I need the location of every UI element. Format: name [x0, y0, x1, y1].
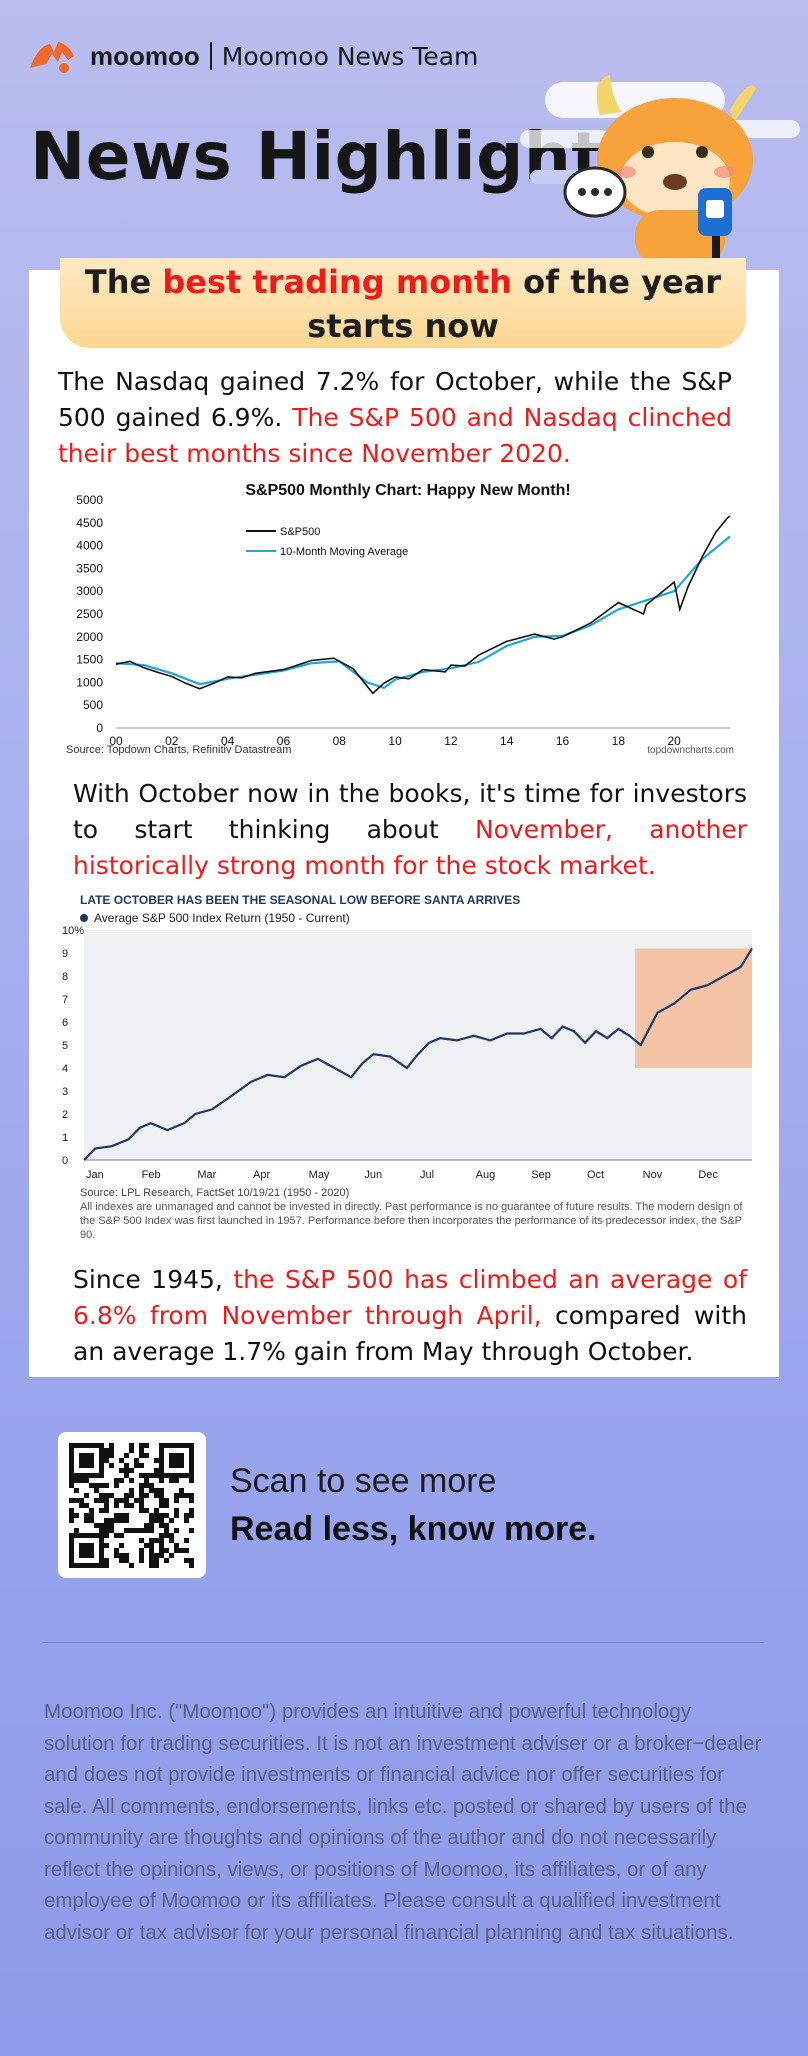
chart-source: Source: Topdown Charts, Refinitiv Datast… — [66, 744, 291, 756]
x-tick-label: 10 — [388, 734, 402, 748]
x-tick-label: 12 — [444, 734, 458, 748]
bull-mascot-icon — [520, 75, 800, 266]
brand-team: Moomoo News Team — [221, 41, 479, 71]
sp500-monthly-chart: S&P500 Monthly Chart: Happy New Month! 0… — [66, 482, 734, 756]
moomoo-logo-icon — [30, 42, 74, 73]
highlight-box — [635, 948, 752, 1068]
paragraph-plain: The Nasdaq gained 7.2% for October, whil… — [58, 367, 732, 432]
y-tick-label: 0 — [62, 1155, 68, 1167]
x-tick-label: 08 — [333, 734, 347, 748]
x-tick-label: Jan — [86, 1169, 104, 1181]
paragraph-plain: With October now in the books, it's time… — [73, 779, 747, 844]
return-series-line — [83, 947, 753, 1161]
brand-separator — [209, 42, 212, 70]
chart-note: All indexes are unmanaged and cannot be … — [80, 1201, 743, 1241]
chart-title: S&P500 Monthly Chart: Happy New Month! — [245, 482, 570, 499]
y-tick-label: 4000 — [76, 539, 103, 553]
x-tick-label: Oct — [587, 1169, 604, 1181]
paragraph-nasdaq: The Nasdaq gained 7.2% for October, whil… — [58, 364, 732, 472]
headline-part1: The — [84, 263, 163, 301]
y-tick-label: 500 — [83, 698, 103, 712]
paragraph-since-1945: Since 1945, the S&P 500 has climbed an a… — [73, 1262, 747, 1370]
headline-highlight: best trading month — [162, 263, 513, 301]
disclaimer: Moomoo Inc. ("Moomoo") provides an intui… — [44, 1700, 762, 1944]
x-tick-label: 20 — [668, 734, 682, 748]
y-tick-label: 10% — [62, 925, 84, 937]
x-tick-label: 18 — [612, 734, 626, 748]
seasonal-return-chart: LATE OCTOBER HAS BEEN THE SEASONAL LOW B… — [62, 893, 753, 1241]
brand-header: moomoo Moomoo News Team — [28, 38, 478, 74]
legend-ma: 10-Month Moving Average — [280, 546, 408, 558]
qr-code[interactable] — [58, 1432, 206, 1578]
x-tick-label: 02 — [165, 734, 179, 748]
x-tick-label: 04 — [221, 734, 235, 748]
content-card — [29, 270, 779, 1377]
chart-credit: topdowncharts.com — [647, 745, 734, 756]
x-tick-label: Dec — [698, 1169, 718, 1181]
y-tick-label: 1 — [62, 1132, 68, 1144]
y-tick-label: 2 — [62, 1109, 68, 1121]
chart-legend: Average S&P 500 Index Return (1950 - Cur… — [94, 911, 350, 925]
chart-title: LATE OCTOBER HAS BEEN THE SEASONAL LOW B… — [80, 893, 520, 907]
y-tick-label: 6 — [62, 1017, 68, 1029]
x-tick-label: 00 — [109, 734, 123, 748]
paragraph-plain: compared with an average 1.7% gain from … — [73, 1301, 747, 1366]
y-tick-label: 1000 — [76, 675, 103, 689]
paragraph-red: the S&P 500 has climbed an average of 6.… — [73, 1265, 748, 1330]
y-tick-label: 8 — [62, 971, 68, 983]
y-tick-label: 0 — [96, 721, 103, 735]
y-tick-label: 5 — [62, 1040, 68, 1052]
y-tick-label: 2000 — [76, 630, 103, 644]
x-tick-label: Jun — [364, 1169, 382, 1181]
x-tick-label: Mar — [197, 1169, 216, 1181]
y-tick-label: 3 — [62, 1086, 68, 1098]
paragraph-november: With October now in the books, it's time… — [73, 776, 747, 884]
x-tick-label: Aug — [476, 1169, 496, 1181]
y-tick-label: 5000 — [76, 493, 103, 507]
y-tick-label: 3500 — [76, 561, 103, 575]
legend-dot — [80, 914, 88, 922]
headline-banner: The best trading month of the year start… — [60, 258, 746, 348]
y-tick-label: 4500 — [76, 516, 103, 530]
paragraph-red: The S&P 500 and Nasdaq clinched their be… — [58, 403, 732, 468]
scan-text: Scan to see more — [230, 1462, 497, 1500]
chart-source: Source: LPL Research, FactSet 10/19/21 (… — [80, 1187, 349, 1199]
x-tick-label: Apr — [253, 1169, 270, 1181]
headline-part2: of the year starts now — [307, 263, 722, 345]
tagline: Read less, know more. — [230, 1510, 597, 1548]
brand-name: moomoo — [90, 40, 200, 71]
legend-sp500: S&P500 — [280, 526, 320, 538]
qr-code-icon — [69, 1443, 194, 1568]
x-tick-label: 16 — [556, 734, 570, 748]
y-tick-label: 2500 — [76, 607, 103, 621]
x-tick-label: 14 — [500, 734, 514, 748]
sp500-series-line — [115, 515, 731, 695]
y-tick-label: 4 — [62, 1063, 68, 1075]
y-tick-label: 3000 — [76, 584, 103, 598]
paragraph-red: November, another historically strong mo… — [73, 815, 747, 880]
y-tick-label: 9 — [62, 948, 68, 960]
x-tick-label: Nov — [643, 1169, 663, 1181]
x-tick-label: May — [309, 1169, 330, 1181]
x-tick-label: Feb — [142, 1169, 161, 1181]
x-tick-label: 06 — [277, 734, 291, 748]
paragraph-plain: Since 1945, — [73, 1265, 234, 1294]
x-tick-label: Sep — [531, 1169, 551, 1181]
y-tick-label: 1500 — [76, 653, 103, 667]
divider — [42, 1642, 764, 1643]
x-tick-label: Jul — [420, 1169, 434, 1181]
y-tick-label: 7 — [62, 994, 68, 1006]
